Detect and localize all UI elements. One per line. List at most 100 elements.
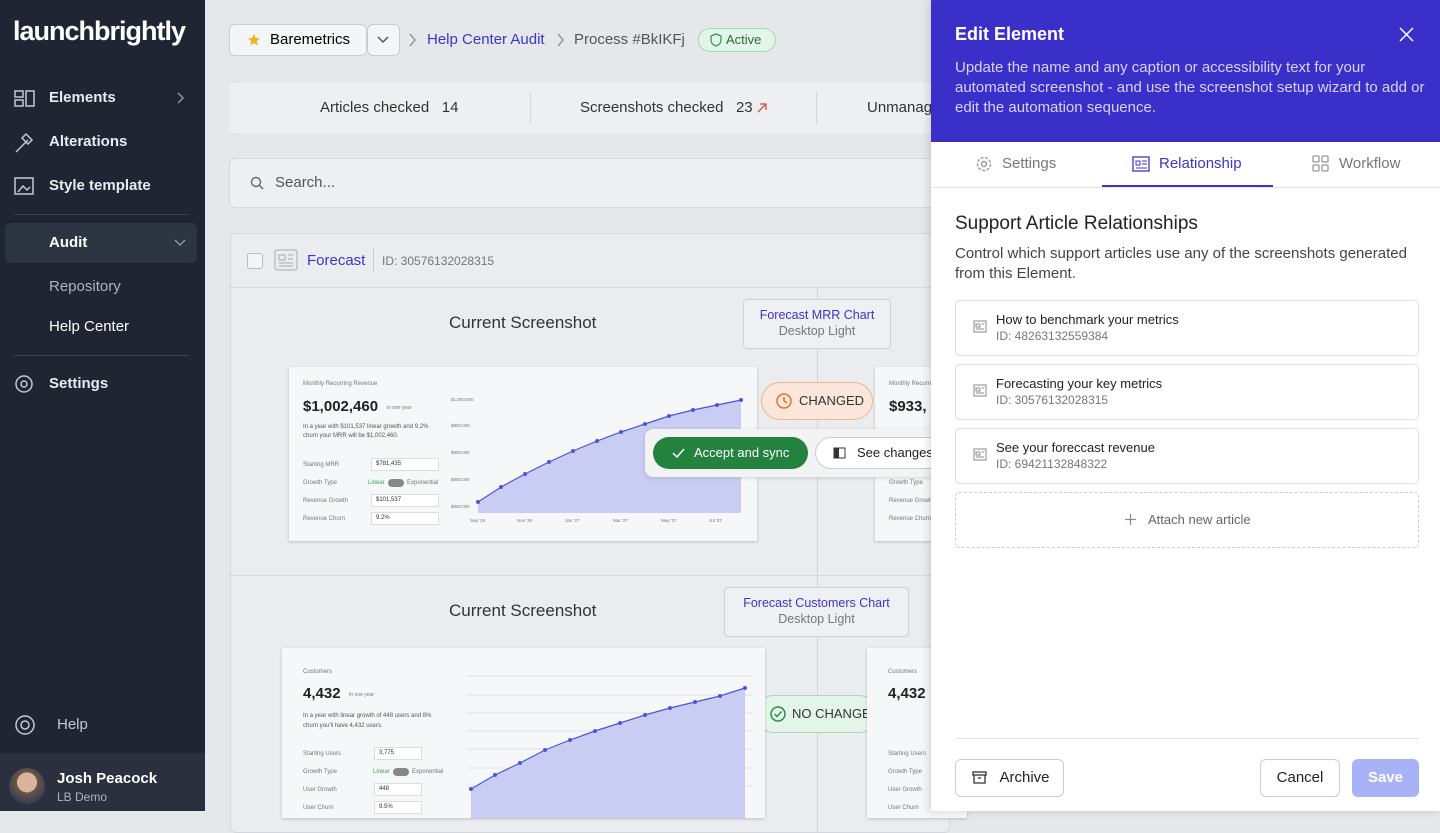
shield-icon — [710, 33, 722, 47]
screenshot-name[interactable]: Forecast Customers Chart — [743, 596, 890, 610]
nav-item[interactable]: Settings — [49, 375, 109, 392]
element-name[interactable]: Forecast — [307, 252, 366, 269]
chevron — [174, 239, 186, 247]
stat: Articles checked 14 — [320, 99, 458, 116]
field-label: Growth Type — [889, 480, 923, 486]
x-label: Sep '26 — [470, 518, 486, 523]
article-card[interactable] — [955, 364, 1419, 420]
divider — [530, 93, 531, 123]
clock-icon — [776, 393, 792, 409]
screenshot-tag: Forecast Customers Chart Desktop Light — [724, 587, 909, 637]
toggle — [393, 768, 409, 776]
divider — [14, 214, 189, 215]
panel-title: Edit Element — [955, 24, 1065, 44]
field-label: User Churn — [303, 805, 334, 811]
stat-value: 14 — [441, 99, 459, 116]
close-button[interactable] — [1399, 27, 1414, 42]
divider — [817, 288, 818, 832]
field-label: User Growth — [888, 787, 922, 793]
field-value: 448 — [374, 783, 422, 796]
toggle-option: Linear — [373, 769, 390, 775]
help-icon — [15, 715, 35, 735]
stat-value: 23 — [735, 99, 753, 116]
plus-icon — [1125, 514, 1136, 525]
tab[interactable]: Workflow — [1339, 155, 1401, 172]
tab-icon — [976, 156, 992, 172]
divider — [816, 93, 817, 123]
section-description: Control which support articles use any o… — [955, 245, 1407, 282]
thumb-chart — [467, 675, 752, 818]
screenshot-thumb: Customers 4,432 In one year In a year wi… — [282, 648, 765, 818]
stat-label: Articles checked — [320, 99, 430, 116]
thumb-value: $933, — [889, 398, 927, 415]
x-label: Jan '27 — [565, 518, 580, 523]
field-label: Revenue Growth — [303, 498, 349, 504]
nav-item[interactable]: Alterations — [49, 133, 128, 150]
field-value: 9.2% — [371, 512, 439, 525]
search-box[interactable] — [229, 158, 949, 208]
accept-button[interactable]: Accept and sync — [653, 437, 808, 469]
article-title[interactable]: How to benchmark your metrics — [996, 312, 1179, 327]
toggle-option: Linear — [368, 480, 385, 486]
stats-bar — [229, 83, 949, 133]
sidebar: launchbrightly Elements Alterations Styl… — [0, 0, 205, 811]
article-id: ID: 30576132028315 — [996, 393, 1109, 407]
help-link[interactable]: Help — [57, 716, 88, 733]
x-label: May '27 — [661, 518, 677, 523]
article-icon — [274, 249, 298, 271]
screenshot-name[interactable]: Forecast MRR Chart — [759, 308, 875, 322]
article-card[interactable] — [955, 300, 1419, 356]
panel-header — [931, 0, 1440, 142]
tab-underline — [1102, 185, 1273, 187]
nav-active-bg — [5, 223, 197, 263]
workspace-dropdown[interactable] — [367, 24, 400, 56]
attach-article[interactable]: Attach new article — [955, 492, 1419, 548]
field-value: $101,537 — [371, 494, 439, 507]
logo[interactable]: launchbrightly — [13, 16, 186, 46]
article-id: ID: 69421132848322 — [996, 457, 1108, 471]
field-label: User Churn — [888, 805, 919, 811]
main: Baremetrics Help Center Audit Process #B… — [205, 0, 975, 833]
divider — [231, 287, 949, 288]
nav-subitem[interactable]: Repository — [49, 278, 121, 295]
thumb-value: 4,432 — [303, 685, 341, 702]
trend-icon — [757, 103, 767, 113]
checkbox[interactable] — [247, 253, 263, 269]
status-changed: CHANGED — [761, 382, 873, 420]
nav-item[interactable]: Elements — [49, 89, 116, 106]
y-label: $950,000 — [451, 423, 470, 428]
thumb-summary: In a year with $101,537 linear growth an… — [303, 424, 429, 439]
stat: Screenshots checked 23 — [580, 99, 753, 116]
avatar — [9, 768, 45, 804]
article-title[interactable]: Forecasting your key metrics — [996, 376, 1163, 391]
footer-divider — [955, 738, 1419, 739]
save-button[interactable]: Save — [1352, 759, 1419, 797]
search-icon — [250, 176, 264, 190]
screenshot-tag: Forecast MRR Chart Desktop Light — [743, 299, 891, 349]
tab-active[interactable]: Relationship — [1159, 155, 1242, 172]
divider — [373, 248, 374, 272]
cancel-button[interactable]: Cancel — [1260, 759, 1340, 797]
thumb-value: 4,432 — [888, 685, 926, 702]
article-card[interactable] — [955, 428, 1419, 484]
article-icons — [973, 320, 987, 461]
nav-item[interactable]: Style template — [49, 177, 151, 194]
nav-item[interactable]: Audit — [49, 234, 88, 251]
x-label: Nov '26 — [517, 518, 533, 523]
star-icon — [248, 34, 260, 46]
y-label: $800,000 — [451, 504, 470, 509]
breadcrumb-current: Process #BkIKFj — [574, 31, 685, 48]
breadcrumb-sep — [557, 33, 564, 47]
tab-icon — [1312, 155, 1329, 172]
article-title[interactable]: See your foreccast revenue — [996, 440, 1155, 455]
breadcrumb-link[interactable]: Help Center Audit — [427, 31, 545, 48]
archive-button[interactable]: Archive — [955, 759, 1064, 797]
user-org: LB Demo — [57, 790, 108, 804]
field-label: Starting Users — [303, 751, 342, 757]
field-label: Revenue Churn — [889, 516, 932, 522]
thumb-period: in one year — [387, 405, 412, 411]
nav-subitem[interactable]: Help Center — [49, 318, 130, 335]
y-label: $900,000 — [451, 450, 470, 455]
field-label: Starting Users — [888, 751, 927, 757]
tab[interactable]: Settings — [1002, 155, 1057, 172]
